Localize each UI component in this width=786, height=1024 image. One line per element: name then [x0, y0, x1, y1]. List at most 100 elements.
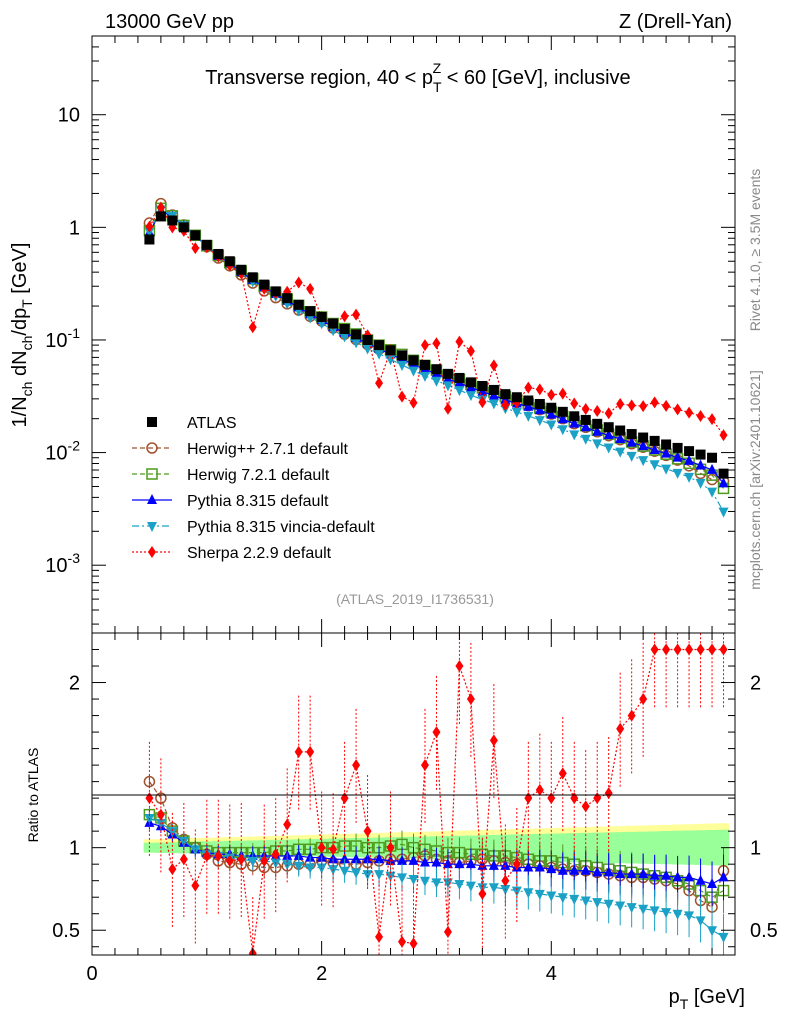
main-data-point	[409, 396, 418, 409]
atlas-data-point	[488, 384, 499, 395]
ratio-data-point	[465, 881, 476, 892]
ratio-y-tick-label: 1	[69, 838, 80, 860]
ratio-data-point	[581, 800, 590, 813]
ratio-data-point	[397, 854, 408, 865]
atlas-data-point	[649, 435, 660, 446]
main-data-point	[535, 383, 544, 396]
ratio-data-point	[512, 858, 521, 871]
ratio-data-point	[557, 893, 568, 904]
main-data-point	[374, 349, 385, 360]
atlas-data-point	[672, 442, 683, 453]
main-data-point	[718, 507, 729, 518]
main-data-point	[581, 402, 590, 415]
ratio-data-point	[616, 722, 625, 735]
main-data-point	[661, 447, 672, 458]
ratio-data-point	[202, 849, 211, 862]
ratio-data-point	[362, 853, 373, 864]
ratio-data-point	[593, 792, 602, 805]
ratio-data-point	[524, 792, 533, 805]
atlas-data-point	[534, 398, 545, 409]
main-data-point	[419, 371, 430, 382]
ratio-data-point	[546, 891, 557, 902]
main-data-point	[547, 388, 556, 401]
ratio-data-point	[294, 745, 303, 758]
atlas-data-point	[500, 389, 511, 400]
plot-title: Transverse region, 40 < pTZ < 60 [GeV], …	[205, 60, 630, 95]
atlas-data-point	[328, 318, 339, 329]
main-data-point	[397, 361, 408, 372]
ratio-data-point	[695, 874, 706, 885]
ratio-data-point	[557, 864, 568, 875]
atlas-data-point	[247, 272, 258, 283]
main-data-point	[546, 420, 557, 431]
legend-marker	[147, 494, 157, 504]
y-tick-label: 10	[58, 105, 80, 127]
atlas-data-point	[236, 264, 247, 275]
main-data-point	[534, 416, 545, 427]
ratio-data-point	[167, 827, 178, 838]
main-data-point	[570, 397, 579, 410]
ratio-data-point	[534, 861, 545, 872]
ratio-data-point	[237, 853, 246, 866]
legend-entry-label: Herwig++ 2.7.1 default	[187, 441, 349, 458]
main-data-point	[672, 451, 683, 462]
atlas-data-point	[615, 425, 626, 436]
ratio-data-point	[707, 926, 718, 937]
ratio-data-point	[454, 858, 465, 869]
legend-marker	[147, 522, 157, 532]
main-data-point	[616, 397, 625, 410]
main-series-5	[145, 201, 728, 442]
main-data-point	[627, 399, 636, 412]
main-data-point	[592, 439, 603, 450]
ratio-data-point	[442, 858, 453, 869]
main-data-point	[580, 421, 591, 432]
header-left: 13000 GeV pp	[105, 11, 234, 33]
ratio-data-point	[672, 909, 683, 920]
ratio-data-point	[534, 889, 545, 900]
ratio-data-point	[305, 863, 316, 874]
ratio-data-point	[535, 783, 544, 796]
main-data-point	[442, 381, 453, 392]
main-data-point	[626, 451, 637, 462]
atlas-data-point	[442, 368, 453, 379]
ratio-y-tick-label-right: 0.5	[750, 920, 778, 942]
main-data-point	[351, 338, 362, 349]
main-data-point	[294, 276, 303, 289]
ratio-data-point	[684, 871, 695, 882]
ratio-y-tick-label: 0.5	[52, 920, 80, 942]
ratio-data-point	[649, 869, 660, 880]
ratio-data-point	[443, 925, 452, 938]
ratio-plot-frame	[91, 632, 736, 956]
ratio-data-point	[351, 853, 362, 864]
ratio-data-point	[432, 726, 441, 739]
atlas-data-point	[224, 256, 235, 267]
atlas-data-point	[351, 329, 362, 340]
main-plot-layer	[143, 197, 730, 518]
atlas-data-point	[557, 406, 568, 417]
atlas-data-point	[477, 381, 488, 392]
ratio-data-point	[547, 792, 556, 805]
atlas-data-point	[626, 429, 637, 440]
ratio-data-point	[592, 866, 603, 877]
main-data-point	[156, 201, 165, 214]
main-data-point	[558, 387, 567, 400]
ratio-data-point	[580, 864, 591, 875]
ratio-data-point	[488, 883, 499, 894]
atlas-data-point	[523, 395, 534, 406]
ratio-data-point	[178, 837, 189, 848]
ratio-data-point	[718, 932, 729, 943]
ratio-series-line	[149, 814, 724, 898]
legend-entry-label: Pythia 8.315 default	[187, 493, 329, 510]
main-data-point	[603, 429, 614, 440]
ratio-data-point	[603, 866, 614, 877]
ratio-data-point	[419, 856, 430, 867]
ratio-y-tick-label-right: 2	[750, 673, 761, 695]
atlas-data-point	[603, 422, 614, 433]
main-data-point	[466, 344, 475, 357]
y-tick-label: 10-1	[45, 325, 80, 352]
watermark: (ATLAS_2019_I1736531)	[336, 591, 494, 607]
y-tick-exponent: -1	[68, 325, 81, 341]
ratio-data-point	[626, 868, 637, 879]
atlas-data-point	[178, 222, 189, 233]
main-data-point	[695, 459, 706, 470]
